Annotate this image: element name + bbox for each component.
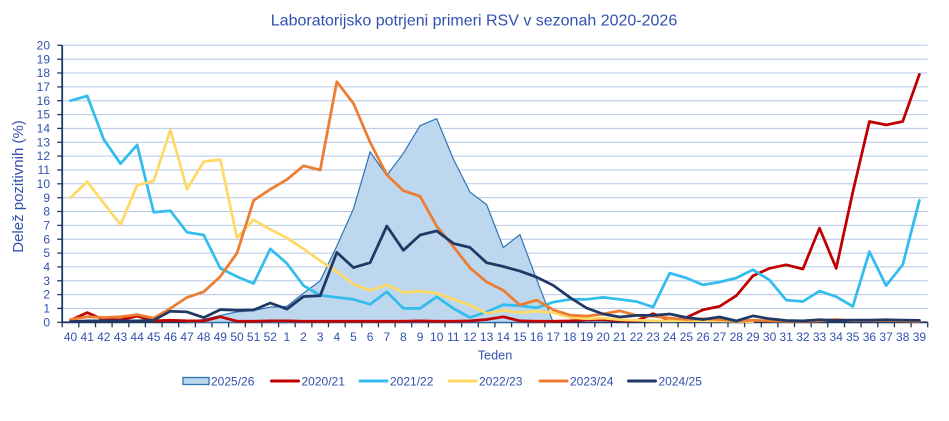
svg-text:2: 2 (300, 330, 307, 344)
svg-text:27: 27 (713, 330, 727, 344)
svg-text:1: 1 (284, 330, 291, 344)
svg-text:33: 33 (813, 330, 827, 344)
svg-text:19: 19 (580, 330, 594, 344)
svg-text:9: 9 (417, 330, 424, 344)
svg-text:1: 1 (43, 302, 50, 316)
svg-text:12: 12 (463, 330, 477, 344)
svg-text:23: 23 (646, 330, 660, 344)
svg-text:12: 12 (37, 149, 51, 163)
svg-text:20: 20 (596, 330, 610, 344)
svg-text:8: 8 (43, 205, 50, 219)
svg-text:20: 20 (37, 38, 51, 52)
svg-text:38: 38 (896, 330, 910, 344)
svg-text:10: 10 (430, 330, 444, 344)
svg-text:40: 40 (64, 330, 78, 344)
svg-text:52: 52 (264, 330, 278, 344)
svg-text:4: 4 (333, 330, 340, 344)
svg-text:15: 15 (513, 330, 527, 344)
svg-text:26: 26 (696, 330, 710, 344)
svg-text:21: 21 (613, 330, 627, 344)
svg-text:19: 19 (37, 52, 51, 66)
svg-text:14: 14 (497, 330, 511, 344)
svg-text:13: 13 (480, 330, 494, 344)
svg-text:32: 32 (796, 330, 810, 344)
svg-text:2: 2 (43, 288, 50, 302)
svg-text:Teden: Teden (478, 349, 513, 363)
svg-text:39: 39 (913, 330, 927, 344)
svg-text:5: 5 (350, 330, 357, 344)
svg-text:44: 44 (130, 330, 144, 344)
svg-text:8: 8 (400, 330, 407, 344)
svg-text:3: 3 (43, 274, 50, 288)
svg-text:2021/22: 2021/22 (390, 375, 434, 389)
svg-text:2024/25: 2024/25 (659, 375, 703, 389)
svg-text:2025/26: 2025/26 (211, 375, 255, 389)
svg-text:18: 18 (563, 330, 577, 344)
svg-text:5: 5 (43, 246, 50, 260)
svg-text:7: 7 (43, 219, 50, 233)
svg-text:41: 41 (81, 330, 95, 344)
svg-text:17: 17 (547, 330, 561, 344)
svg-text:46: 46 (164, 330, 178, 344)
svg-text:49: 49 (214, 330, 228, 344)
svg-text:0: 0 (43, 315, 50, 329)
svg-text:4: 4 (43, 260, 50, 274)
svg-text:13: 13 (37, 135, 51, 149)
svg-text:42: 42 (97, 330, 111, 344)
svg-text:Delež pozitivnih (%): Delež pozitivnih (%) (10, 120, 27, 253)
svg-text:51: 51 (247, 330, 261, 344)
svg-text:25: 25 (680, 330, 694, 344)
svg-text:16: 16 (530, 330, 544, 344)
svg-text:9: 9 (43, 191, 50, 205)
svg-text:34: 34 (830, 330, 844, 344)
svg-text:Laboratorijsko potrjeni primer: Laboratorijsko potrjeni primeri RSV v se… (271, 13, 678, 30)
svg-text:10: 10 (37, 177, 51, 191)
svg-text:48: 48 (197, 330, 211, 344)
svg-text:2023/24: 2023/24 (570, 375, 614, 389)
svg-text:11: 11 (38, 163, 51, 177)
svg-text:31: 31 (780, 330, 794, 344)
svg-text:37: 37 (879, 330, 893, 344)
svg-text:29: 29 (746, 330, 760, 344)
svg-text:35: 35 (846, 330, 860, 344)
svg-text:6: 6 (43, 232, 50, 246)
svg-text:18: 18 (37, 66, 51, 80)
svg-text:3: 3 (317, 330, 324, 344)
svg-text:6: 6 (367, 330, 374, 344)
svg-text:2022/23: 2022/23 (479, 375, 523, 389)
svg-text:45: 45 (147, 330, 161, 344)
svg-text:47: 47 (180, 330, 194, 344)
svg-text:7: 7 (383, 330, 390, 344)
svg-text:36: 36 (863, 330, 877, 344)
svg-text:43: 43 (114, 330, 128, 344)
svg-text:28: 28 (730, 330, 744, 344)
svg-text:24: 24 (663, 330, 677, 344)
svg-text:30: 30 (763, 330, 777, 344)
svg-text:11: 11 (447, 330, 460, 344)
svg-text:17: 17 (37, 80, 51, 94)
svg-text:2020/21: 2020/21 (302, 375, 346, 389)
svg-text:50: 50 (230, 330, 244, 344)
svg-text:15: 15 (37, 108, 51, 122)
svg-text:16: 16 (37, 94, 51, 108)
svg-text:22: 22 (630, 330, 644, 344)
svg-text:14: 14 (37, 122, 51, 136)
